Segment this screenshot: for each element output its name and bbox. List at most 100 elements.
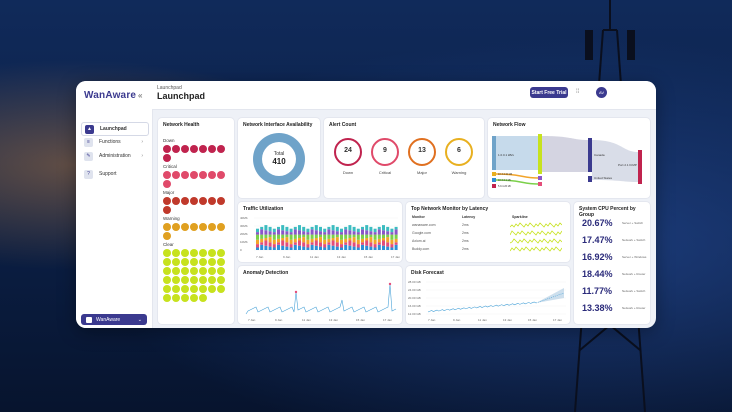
collapse-sidebar-icon[interactable]: « xyxy=(138,91,143,100)
traffic-bar-segment xyxy=(373,247,377,250)
avatar[interactable]: AV xyxy=(596,87,607,98)
traffic-bar-segment xyxy=(289,247,293,250)
alert-ring-warning[interactable]: 6 xyxy=(445,138,473,166)
traffic-bar-segment xyxy=(352,242,356,247)
alert-label: Warning xyxy=(451,170,467,175)
traffic-bar-segment xyxy=(390,239,394,245)
apps-grid-icon[interactable]: ⁞⁞ xyxy=(576,89,580,95)
latency-monitor[interactable]: Buddy.com xyxy=(412,247,430,251)
app-logo[interactable]: WanAware xyxy=(84,90,137,101)
col-sparkline: Sparkline xyxy=(512,215,528,219)
traffic-bar-segment xyxy=(331,245,335,250)
traffic-bar-segment xyxy=(306,234,310,240)
cpu-value: 16.92% xyxy=(582,252,613,262)
sidebar-item-launchpad[interactable]: ▲ Launchpad xyxy=(81,122,149,136)
traffic-bar-segment xyxy=(340,244,343,248)
anomaly-line-chart: 7 Jan 9 Jan 11 Jan 13 Jan 15 Jan 17 Jan xyxy=(245,282,397,322)
traffic-bar-segment xyxy=(327,234,331,239)
traffic-bar-segment xyxy=(327,244,331,250)
flow-mid-label: United States xyxy=(594,176,613,180)
traffic-bar-segment xyxy=(344,238,348,243)
health-dot xyxy=(199,285,207,293)
anomaly-x-tick: 15 Jan xyxy=(356,318,365,322)
traffic-bar-segment xyxy=(335,237,339,243)
traffic-bar-segment xyxy=(302,231,306,235)
traffic-x-tick: 17 Jan xyxy=(391,255,400,259)
traffic-bar-segment xyxy=(365,230,369,235)
health-dot xyxy=(172,145,180,153)
health-dot xyxy=(163,206,171,214)
health-dot xyxy=(163,197,171,205)
traffic-bar-segment xyxy=(335,234,339,238)
health-dot xyxy=(172,249,180,257)
health-dot xyxy=(172,276,180,284)
sidebar-item-label: Support xyxy=(99,171,117,177)
cpu-row: 13.38% Network + Router xyxy=(578,303,653,319)
traffic-bar-segment xyxy=(340,239,343,245)
traffic-bar-segment xyxy=(369,242,373,247)
disk-y-tick: 12.00 GB xyxy=(408,312,421,316)
sidebar-item-administration[interactable]: ✎ Administration › xyxy=(81,150,147,162)
health-dot xyxy=(217,276,225,284)
breadcrumb[interactable]: Launchpad xyxy=(157,85,182,91)
traffic-bar-segment xyxy=(365,245,369,250)
health-dot xyxy=(199,294,207,302)
alert-ring-critical[interactable]: 9 xyxy=(371,138,399,166)
traffic-y-tick: 10Mb xyxy=(240,240,248,244)
network-flow-sankey: 1.0.0.1 kB/s 10.4.4.24 kB 10.4.4.1 kB 5.… xyxy=(492,134,642,188)
traffic-bar-segment xyxy=(327,229,331,235)
traffic-bar-segment xyxy=(352,226,356,232)
sidebar-item-functions[interactable]: ≡ Functions › xyxy=(81,136,147,148)
anomaly-point[interactable] xyxy=(388,282,392,286)
traffic-bar-segment xyxy=(340,228,343,233)
traffic-bar-segment xyxy=(394,226,398,230)
traffic-bar-segment xyxy=(319,226,322,232)
health-dot xyxy=(172,267,180,275)
anomaly-point[interactable] xyxy=(294,290,298,294)
chevron-down-icon: ⌄ xyxy=(137,316,142,323)
health-dot xyxy=(163,232,171,240)
traffic-bar-segment xyxy=(314,234,318,238)
health-dot xyxy=(190,145,198,153)
traffic-bar-segment xyxy=(310,226,314,230)
disk-x-tick: 9 Jan xyxy=(453,318,461,322)
health-dot xyxy=(181,258,189,266)
traffic-bar-segment xyxy=(298,230,301,235)
health-dot xyxy=(199,249,207,257)
health-dot xyxy=(199,258,207,266)
health-dot xyxy=(163,249,171,257)
traffic-bar-segment xyxy=(323,234,327,240)
disk-y-tick: 16.00 GB xyxy=(408,304,421,308)
disk-forecast-band xyxy=(536,288,564,303)
latency-monitor[interactable]: wanaware.com xyxy=(412,223,436,227)
alert-ring-down[interactable]: 24 xyxy=(334,138,362,166)
alert-value: 6 xyxy=(457,147,461,154)
cpu-percent-card: System CPU Percent by Group 20.67% Server… xyxy=(574,202,650,324)
latency-value: 2ms xyxy=(462,223,469,227)
workspace-selector[interactable]: WanAware ⌄ xyxy=(81,314,147,325)
traffic-bar-segment xyxy=(293,229,297,235)
health-dot xyxy=(172,171,180,179)
health-dot xyxy=(190,249,198,257)
traffic-bar-segment xyxy=(386,237,390,243)
traffic-bar-segment xyxy=(390,247,394,250)
latency-monitor[interactable]: Google.com xyxy=(412,231,431,235)
traffic-bar-segment xyxy=(327,242,331,245)
traffic-bar-segment xyxy=(256,228,259,233)
traffic-bar-segment xyxy=(352,231,356,235)
sidebar-item-support[interactable]: ? Support xyxy=(81,168,147,180)
alert-ring-major[interactable]: 13 xyxy=(408,138,436,166)
traffic-bar-segment xyxy=(386,246,390,250)
traffic-bar-segment xyxy=(356,239,360,245)
traffic-y-tick: 30Mb xyxy=(240,224,248,228)
start-free-trial-button[interactable]: Start Free Trial xyxy=(530,87,568,98)
health-dot xyxy=(163,276,171,284)
traffic-bar-segment xyxy=(377,244,381,250)
card-title: System CPU Percent by Group xyxy=(579,206,636,218)
traffic-bar-segment xyxy=(356,247,360,250)
col-monitor: Monitor xyxy=(412,215,425,219)
traffic-x-tick: 7 Jan xyxy=(256,255,264,259)
traffic-bar-segment xyxy=(323,244,327,248)
alert-value: 13 xyxy=(418,147,426,154)
latency-monitor[interactable]: Axiom.ai xyxy=(412,239,426,243)
